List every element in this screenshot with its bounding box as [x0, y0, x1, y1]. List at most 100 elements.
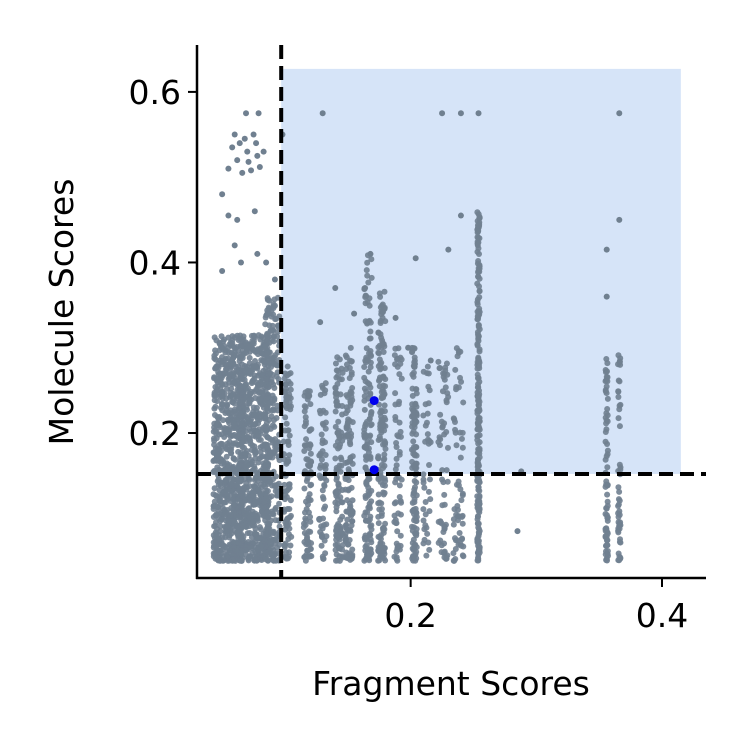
scatter-point: [475, 333, 482, 340]
scatter-point: [248, 167, 255, 174]
scatter-point: [243, 420, 250, 427]
threshold-lines-layer: [197, 45, 706, 578]
scatter-point: [615, 415, 622, 422]
scatter-point: [458, 497, 465, 504]
scatter-point: [396, 371, 403, 378]
scatter-point: [336, 435, 343, 442]
scatter-point: [604, 464, 611, 471]
scatter-point: [254, 152, 261, 159]
scatter-point: [615, 513, 622, 520]
y-tick-label: 0.6: [129, 73, 181, 112]
scatter-point: [218, 333, 225, 340]
scatter-point: [260, 148, 267, 155]
scatter-point: [602, 414, 609, 421]
scatter-point: [441, 540, 448, 547]
scatter-point: [361, 286, 368, 293]
scatter-point: [246, 354, 253, 361]
scatter-point: [225, 334, 232, 341]
scatter-point: [349, 497, 356, 504]
scatter-point: [409, 385, 416, 392]
scatter-point: [425, 436, 432, 443]
scatter-point: [307, 441, 314, 448]
scatter-point: [392, 345, 399, 352]
scatter-point: [347, 441, 354, 448]
scatter-point: [380, 382, 387, 389]
scatter-point: [349, 546, 356, 553]
scatter-point: [301, 447, 308, 454]
scatter-point: [219, 407, 226, 414]
scatter-point: [381, 402, 388, 409]
scatter-point: [603, 246, 610, 253]
scatter-point: [363, 536, 370, 543]
scatter-point: [244, 148, 251, 155]
scatter-point: [381, 526, 388, 533]
scatter-point: [474, 493, 481, 500]
scatter-point: [351, 310, 358, 317]
scatter-point: [229, 380, 236, 387]
scatter-point: [441, 554, 448, 561]
scatter-point: [241, 377, 248, 384]
scatter-point: [435, 518, 442, 525]
scatter-point: [223, 528, 230, 535]
scatter-point: [435, 539, 442, 546]
scatter-point: [348, 369, 355, 376]
scatter-point: [475, 529, 482, 536]
scatter-point: [382, 439, 389, 446]
scatter-point: [270, 338, 277, 345]
scatter-point: [437, 411, 444, 418]
scatter-point: [269, 476, 276, 483]
scatter-point: [392, 361, 399, 368]
scatter-point: [282, 414, 289, 421]
scatter-point: [393, 356, 400, 363]
scatter-point: [273, 315, 280, 322]
scatter-point: [409, 499, 416, 506]
scatter-point: [271, 557, 278, 564]
scatter-point: [409, 423, 416, 430]
scatter-point: [345, 486, 352, 493]
scatter-point: [604, 440, 611, 447]
scatter-point: [363, 480, 370, 487]
scatter-point: [272, 517, 279, 524]
scatter-point: [302, 521, 309, 528]
scatter-point: [259, 389, 266, 396]
scatter-point: [255, 488, 262, 495]
scatter-point: [426, 476, 433, 483]
scatter-point: [366, 475, 373, 482]
scatter-point: [264, 549, 271, 556]
scatter-point: [615, 557, 622, 564]
scatter-point: [229, 144, 236, 151]
scatter-point: [361, 385, 368, 392]
x-tick-label: 0.4: [636, 596, 688, 635]
scatter-point: [396, 451, 403, 458]
scatter-point: [286, 432, 293, 439]
scatter-point: [257, 552, 264, 559]
scatter-point: [263, 396, 270, 403]
scatter-point: [411, 363, 418, 370]
scatter-point: [342, 522, 349, 529]
scatter-point: [382, 318, 389, 325]
scatter-point: [303, 456, 310, 463]
scatter-point: [231, 242, 238, 249]
scatter-point: [362, 433, 369, 440]
scatter-point: [215, 369, 222, 376]
scatter-point: [411, 486, 418, 493]
scatter-point: [344, 516, 351, 523]
scatter-point: [378, 393, 385, 400]
scatter-point: [441, 491, 448, 498]
scatter-point: [397, 542, 404, 549]
scatter-point: [426, 508, 433, 515]
scatter-point: [348, 358, 355, 365]
scatter-point: [228, 482, 235, 489]
scatter-point: [270, 333, 277, 340]
scatter-point: [604, 491, 611, 498]
scatter-point: [411, 451, 418, 458]
scatter-point: [333, 402, 340, 409]
scatter-point: [228, 393, 235, 400]
scatter-point: [212, 383, 219, 390]
scatter-point: [427, 496, 434, 503]
scatter-point: [398, 476, 405, 483]
scatter-point: [443, 467, 450, 474]
scatter-point: [604, 451, 611, 458]
scatter-point: [228, 385, 235, 392]
scatter-point: [267, 517, 274, 524]
